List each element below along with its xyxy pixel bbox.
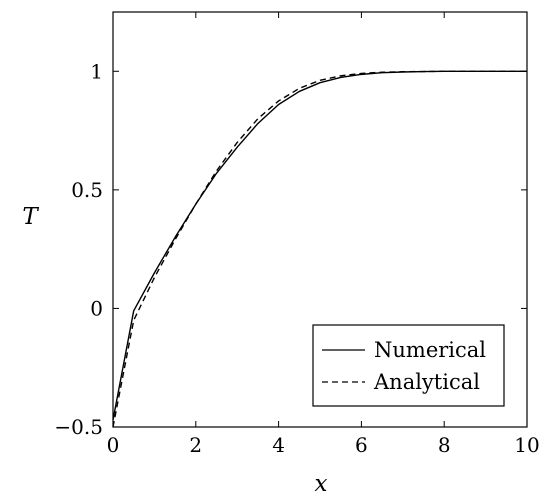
x-axis-label: x — [315, 471, 328, 497]
series-line-numerical — [112, 70, 527, 421]
legend: Numerical Analytical — [312, 324, 505, 407]
x-tick-label: 6 — [355, 433, 368, 457]
x-tick-label: 2 — [189, 433, 202, 457]
plot-layer — [112, 70, 527, 428]
plot-frame — [112, 11, 528, 428]
x-tick-label: 0 — [107, 433, 120, 457]
legend-box — [312, 324, 505, 407]
x-tick-label: 4 — [272, 433, 285, 457]
x-tick-label: 8 — [438, 433, 451, 457]
y-tick-label: 1 — [90, 59, 103, 83]
legend-label-analytical: Analytical — [373, 370, 480, 394]
y-tick-label: 0.5 — [71, 178, 103, 202]
series-line-analytical — [112, 70, 527, 428]
legend-label-numerical: Numerical — [374, 338, 486, 362]
y-axis-label: T — [22, 204, 39, 230]
y-tick-label: 0 — [90, 296, 103, 320]
y-tick-label: −0.5 — [54, 415, 103, 439]
tick-layer: 0 2 4 6 8 10−0.500.51 — [54, 12, 540, 457]
x-tick-label: 10 — [514, 433, 539, 457]
